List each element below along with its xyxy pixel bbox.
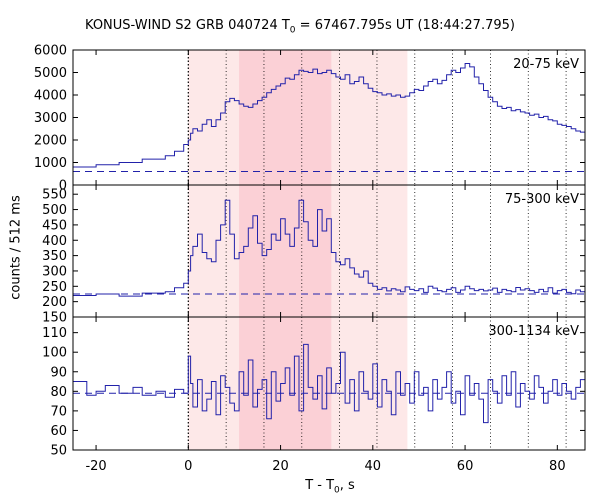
y-tick-label: 50 <box>50 444 67 459</box>
y-tick-label: 250 <box>42 280 67 295</box>
y-tick-label: 100 <box>42 346 67 361</box>
shaded-region-dark <box>239 50 332 185</box>
x-axis-label: T - T0, s <box>230 478 430 496</box>
y-tick-label: 90 <box>50 365 67 380</box>
panel-frame <box>72 316 586 451</box>
y-tick-label: 350 <box>42 249 67 264</box>
y-tick-label: 6000 <box>34 44 67 59</box>
chart-title-rest: = 67467.795s UT (18:44:27.795) <box>295 18 515 33</box>
x-tick-label: 40 <box>365 459 382 474</box>
y-tick-label: 0 <box>59 179 67 194</box>
light-curve-2 <box>73 343 586 424</box>
light-curve-0 <box>73 63 586 168</box>
shaded-region-dark <box>239 185 332 317</box>
y-tick-label: 300 <box>42 264 67 279</box>
y-tick-label: 150 <box>42 311 67 326</box>
x-tick-label: 20 <box>272 459 289 474</box>
y-tick-label: 500 <box>42 203 67 218</box>
y-axis-label: counts / 512 ms <box>8 195 24 300</box>
y-tick-label: 550 <box>42 188 67 203</box>
chart-title-subscript: 0 <box>289 25 296 36</box>
x-tick-label: 80 <box>549 459 566 474</box>
light-curve-1 <box>73 199 586 297</box>
y-tick-label: 3000 <box>34 111 67 126</box>
chart-title: KONUS-WIND S2 GRB 040724 T0 = 67467.795s… <box>0 18 600 36</box>
x-axis-label-text: T - T <box>305 478 335 493</box>
y-tick-label: 400 <box>42 234 67 249</box>
y-tick-label: 70 <box>50 404 67 419</box>
y-tick-label: 450 <box>42 218 67 233</box>
y-tick-label: 200 <box>42 295 67 310</box>
y-tick-label: 60 <box>50 424 67 439</box>
y-tick-label: 2000 <box>34 134 67 149</box>
y-tick-label: 5000 <box>34 66 67 81</box>
x-tick-label: 60 <box>457 459 474 474</box>
panel-energy-label: 75-300 keV <box>505 192 579 207</box>
panel-energy-label: 20-75 keV <box>513 57 579 72</box>
y-tick-label: 1000 <box>34 156 67 171</box>
x-tick-label: -20 <box>85 459 106 474</box>
x-axis-label-rest: , s <box>339 478 355 493</box>
y-tick-label: 80 <box>50 385 67 400</box>
panel-energy-label: 300-1134 keV <box>488 324 579 339</box>
chart-title-text: KONUS-WIND S2 GRB 040724 T <box>85 18 290 33</box>
y-tick-label: 4000 <box>34 89 67 104</box>
x-tick-label: 0 <box>184 459 192 474</box>
x-axis-label-subscript: 0 <box>334 485 340 496</box>
y-tick-label: 110 <box>42 326 67 341</box>
